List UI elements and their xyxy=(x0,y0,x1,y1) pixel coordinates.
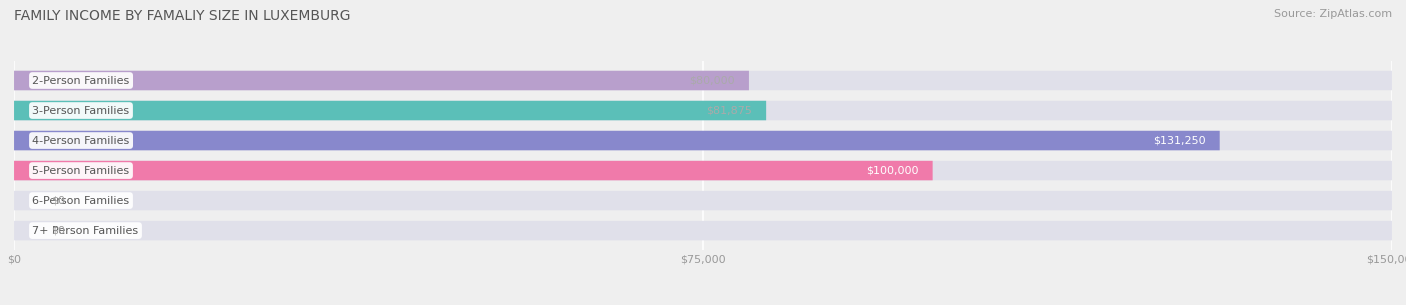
Text: Source: ZipAtlas.com: Source: ZipAtlas.com xyxy=(1274,9,1392,19)
FancyBboxPatch shape xyxy=(14,131,1392,150)
Text: 4-Person Families: 4-Person Families xyxy=(32,135,129,145)
Text: 6-Person Families: 6-Person Families xyxy=(32,196,129,206)
FancyBboxPatch shape xyxy=(14,101,766,120)
FancyBboxPatch shape xyxy=(14,71,749,90)
FancyBboxPatch shape xyxy=(14,161,1392,180)
Text: FAMILY INCOME BY FAMALIY SIZE IN LUXEMBURG: FAMILY INCOME BY FAMALIY SIZE IN LUXEMBU… xyxy=(14,9,350,23)
Text: $131,250: $131,250 xyxy=(1153,135,1206,145)
Text: $0: $0 xyxy=(51,226,65,235)
FancyBboxPatch shape xyxy=(14,101,1392,120)
Text: $0: $0 xyxy=(51,196,65,206)
FancyBboxPatch shape xyxy=(14,221,1392,240)
Text: $81,875: $81,875 xyxy=(706,106,752,116)
FancyBboxPatch shape xyxy=(14,161,932,180)
Text: 2-Person Families: 2-Person Families xyxy=(32,76,129,85)
Text: 3-Person Families: 3-Person Families xyxy=(32,106,129,116)
FancyBboxPatch shape xyxy=(14,191,1392,210)
FancyBboxPatch shape xyxy=(14,131,1219,150)
Text: 7+ Person Families: 7+ Person Families xyxy=(32,226,139,235)
FancyBboxPatch shape xyxy=(14,71,1392,90)
Text: $100,000: $100,000 xyxy=(866,166,920,176)
Text: $80,000: $80,000 xyxy=(689,76,735,85)
Text: 5-Person Families: 5-Person Families xyxy=(32,166,129,176)
